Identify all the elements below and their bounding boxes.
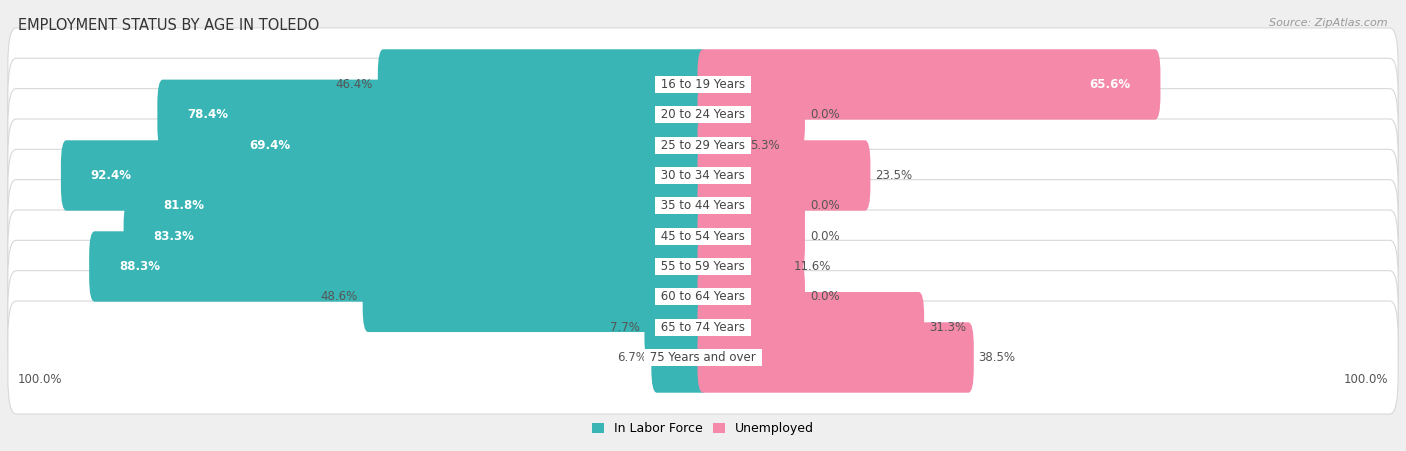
- Text: 48.6%: 48.6%: [321, 290, 359, 304]
- FancyBboxPatch shape: [8, 28, 1398, 141]
- Text: 35 to 44 Years: 35 to 44 Years: [657, 199, 749, 212]
- Text: 55 to 59 Years: 55 to 59 Years: [657, 260, 749, 273]
- Text: 23.5%: 23.5%: [875, 169, 912, 182]
- Text: 25 to 29 Years: 25 to 29 Years: [657, 138, 749, 152]
- Text: 0.0%: 0.0%: [810, 108, 839, 121]
- Text: 11.6%: 11.6%: [793, 260, 831, 273]
- Text: 31.3%: 31.3%: [929, 321, 966, 334]
- Text: 92.4%: 92.4%: [90, 169, 132, 182]
- FancyBboxPatch shape: [697, 231, 789, 302]
- FancyBboxPatch shape: [363, 262, 709, 332]
- FancyBboxPatch shape: [60, 140, 709, 211]
- FancyBboxPatch shape: [651, 322, 709, 393]
- FancyBboxPatch shape: [697, 80, 806, 150]
- FancyBboxPatch shape: [8, 89, 1398, 202]
- Text: 75 Years and over: 75 Years and over: [647, 351, 759, 364]
- Text: 100.0%: 100.0%: [1344, 373, 1389, 386]
- Text: 5.3%: 5.3%: [749, 138, 779, 152]
- Text: 81.8%: 81.8%: [163, 199, 204, 212]
- Text: Source: ZipAtlas.com: Source: ZipAtlas.com: [1270, 18, 1388, 28]
- Text: 78.4%: 78.4%: [187, 108, 228, 121]
- FancyBboxPatch shape: [378, 49, 709, 120]
- Text: 83.3%: 83.3%: [153, 230, 194, 243]
- Text: 30 to 34 Years: 30 to 34 Years: [657, 169, 749, 182]
- Text: 65.6%: 65.6%: [1090, 78, 1130, 91]
- FancyBboxPatch shape: [697, 262, 806, 332]
- FancyBboxPatch shape: [697, 49, 1160, 120]
- FancyBboxPatch shape: [697, 201, 806, 272]
- Text: 7.7%: 7.7%: [610, 321, 640, 334]
- Text: 16 to 19 Years: 16 to 19 Years: [657, 78, 749, 91]
- Text: 0.0%: 0.0%: [810, 230, 839, 243]
- FancyBboxPatch shape: [697, 322, 974, 393]
- FancyBboxPatch shape: [8, 149, 1398, 262]
- FancyBboxPatch shape: [89, 231, 709, 302]
- Text: 88.3%: 88.3%: [118, 260, 160, 273]
- FancyBboxPatch shape: [8, 210, 1398, 323]
- FancyBboxPatch shape: [697, 292, 924, 362]
- Text: 38.5%: 38.5%: [979, 351, 1015, 364]
- FancyBboxPatch shape: [8, 240, 1398, 353]
- FancyBboxPatch shape: [697, 170, 806, 241]
- FancyBboxPatch shape: [644, 292, 709, 362]
- Text: 20 to 24 Years: 20 to 24 Years: [657, 108, 749, 121]
- Text: 0.0%: 0.0%: [810, 290, 839, 304]
- FancyBboxPatch shape: [697, 140, 870, 211]
- Text: 65 to 74 Years: 65 to 74 Years: [657, 321, 749, 334]
- FancyBboxPatch shape: [8, 58, 1398, 171]
- FancyBboxPatch shape: [8, 179, 1398, 293]
- Text: 60 to 64 Years: 60 to 64 Years: [657, 290, 749, 304]
- FancyBboxPatch shape: [134, 170, 709, 241]
- Text: EMPLOYMENT STATUS BY AGE IN TOLEDO: EMPLOYMENT STATUS BY AGE IN TOLEDO: [18, 18, 319, 33]
- FancyBboxPatch shape: [219, 110, 709, 180]
- FancyBboxPatch shape: [124, 201, 709, 272]
- Text: 46.4%: 46.4%: [336, 78, 373, 91]
- Text: 100.0%: 100.0%: [17, 373, 62, 386]
- FancyBboxPatch shape: [8, 119, 1398, 232]
- Legend: In Labor Force, Unemployed: In Labor Force, Unemployed: [592, 422, 814, 435]
- Text: 45 to 54 Years: 45 to 54 Years: [657, 230, 749, 243]
- FancyBboxPatch shape: [8, 271, 1398, 384]
- FancyBboxPatch shape: [8, 301, 1398, 414]
- FancyBboxPatch shape: [697, 110, 745, 180]
- FancyBboxPatch shape: [157, 80, 709, 150]
- Text: 69.4%: 69.4%: [249, 138, 290, 152]
- Text: 0.0%: 0.0%: [810, 199, 839, 212]
- Text: 6.7%: 6.7%: [617, 351, 647, 364]
